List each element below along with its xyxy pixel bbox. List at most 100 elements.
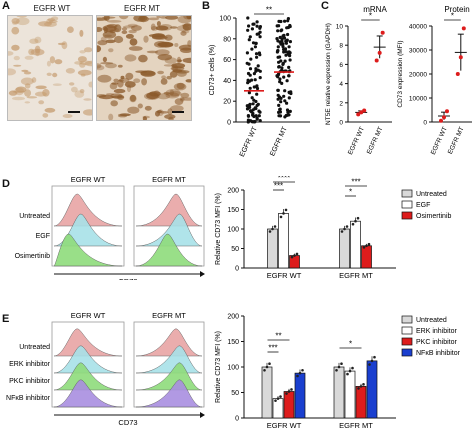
stain-blob (77, 56, 87, 63)
y-tick-label: 50 (231, 390, 239, 397)
stain-blob (13, 64, 22, 67)
stain-blob (187, 40, 191, 47)
data-point (255, 116, 259, 120)
data-point (351, 222, 355, 226)
data-point (346, 372, 349, 376)
stain-blob (84, 47, 92, 53)
data-point (257, 109, 261, 113)
stain-blob (129, 94, 137, 103)
flow-panel-e: EGFR WT EGFR MT Untreated ERK inhibitor PKC … (6, 311, 205, 427)
data-point (286, 25, 290, 30)
data-point (277, 24, 281, 28)
stain-blob (52, 72, 58, 78)
data-point (348, 369, 352, 373)
stain-blob (12, 21, 18, 25)
stain-blob (156, 21, 161, 27)
data-point (287, 390, 291, 393)
data-point (248, 67, 253, 71)
data-point (368, 363, 371, 366)
significance-label: * (349, 340, 352, 349)
legend-swatch (401, 211, 413, 220)
data-point (288, 90, 292, 95)
flow-row-label: Untreated (19, 344, 50, 351)
stain-blob (97, 40, 108, 46)
legend-swatch (401, 326, 413, 335)
y-axis-label: CD73 expression (MFI) (397, 40, 404, 107)
data-point (287, 65, 291, 69)
data-point (258, 25, 262, 29)
stain-blob (105, 63, 117, 69)
stain-blob (11, 18, 20, 24)
data-point (351, 366, 354, 370)
legend-label: PKC inhibitor (416, 339, 458, 346)
data-point (276, 55, 280, 59)
y-tick-label: 30000 (409, 48, 427, 55)
data-point (279, 215, 283, 219)
data-point (257, 114, 261, 118)
data-point (254, 69, 258, 73)
data-point (281, 62, 285, 66)
stain-blob (84, 60, 92, 67)
stain-blob (46, 60, 51, 67)
y-tick-label: 150 (227, 207, 239, 214)
stain-blob (12, 90, 25, 93)
significance-label: **** (278, 176, 290, 183)
data-point (268, 362, 271, 366)
data-point (362, 246, 366, 249)
stain-blob (100, 36, 107, 42)
stain-blob (165, 16, 179, 20)
stain-blob (67, 26, 74, 33)
x-tick-label: EGFR MT (366, 126, 385, 155)
data-point (278, 114, 283, 118)
y-tick-label: 60 (223, 57, 231, 64)
stain-blob (83, 109, 92, 116)
data-point (277, 103, 281, 107)
flow-panel-d: EGFR WT EGFR MT Untreated EGF Osimertinib CD7… (15, 175, 205, 280)
stain-blob (117, 79, 124, 88)
stain-blob (71, 86, 78, 93)
panel-label-c: C (321, 0, 329, 12)
data-point (285, 392, 288, 395)
data-point (277, 60, 281, 64)
stain-blob (182, 57, 191, 64)
stain-blob (130, 25, 142, 31)
stain-blob (124, 54, 137, 62)
stain-blob (147, 17, 160, 21)
stain-blob (170, 105, 184, 112)
data-point (253, 120, 257, 124)
stain-blob (8, 68, 16, 76)
bar (272, 398, 284, 419)
stain-blob (97, 63, 102, 69)
data-point (249, 57, 253, 61)
data-point (284, 50, 288, 54)
data-point (442, 115, 446, 120)
stain-blob (120, 75, 125, 80)
stain-blob (144, 105, 152, 111)
data-point (370, 359, 374, 363)
data-point (301, 368, 304, 372)
stain-blob (180, 30, 187, 36)
data-point (251, 41, 256, 45)
stain-blob (54, 59, 63, 65)
data-point (286, 17, 290, 21)
data-point (246, 81, 250, 85)
stain-blob (30, 48, 45, 56)
data-point (255, 24, 259, 28)
histogram-trace (53, 328, 123, 357)
stain-blob (154, 41, 168, 48)
data-point (250, 47, 254, 51)
stain-blob (11, 26, 20, 35)
stain-blob (24, 101, 31, 104)
stain-blob (44, 107, 56, 113)
data-point (256, 64, 260, 68)
stain-blob (79, 60, 92, 66)
stain-blob (167, 108, 173, 115)
data-point (275, 37, 279, 41)
data-point (275, 74, 279, 78)
stain-blob (80, 73, 86, 77)
panel-label-e: E (2, 313, 10, 325)
stain-blob (16, 16, 27, 18)
data-point (247, 62, 251, 66)
stain-blob (62, 114, 73, 118)
stain-blob (166, 75, 172, 80)
